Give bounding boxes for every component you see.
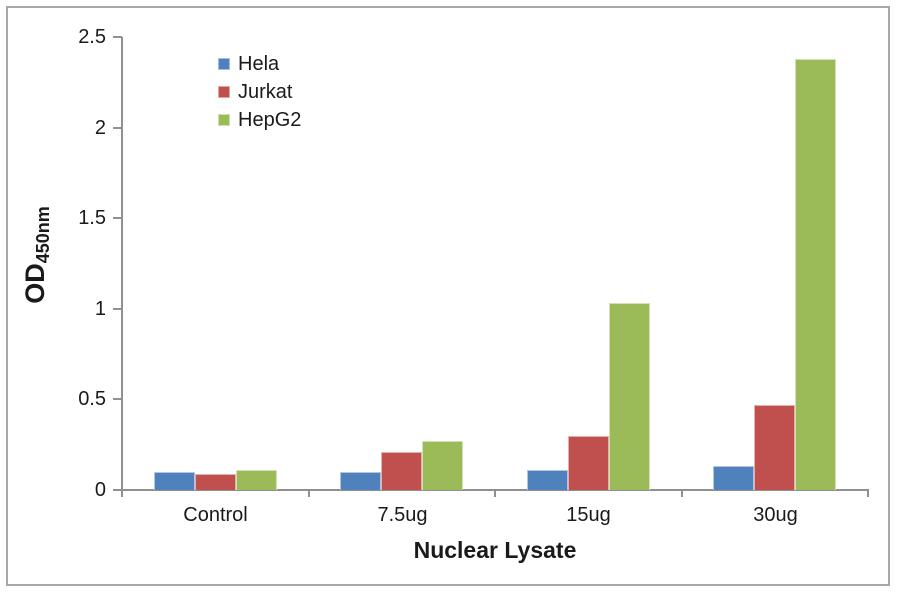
y-axis-tick-label: 2.5 — [78, 26, 106, 48]
chart-frame — [6, 6, 890, 586]
y-axis-tick-label: 1 — [94, 298, 106, 320]
bar-jurkat-30ug — [754, 405, 795, 490]
y-axis-tick — [113, 398, 122, 400]
x-axis-category-label: Control — [183, 504, 248, 526]
legend-item-jurkat: Jurkat — [218, 78, 301, 106]
y-axis-tick-label: 0 — [94, 479, 106, 501]
x-axis-title: Nuclear Lysate — [413, 537, 577, 563]
x-axis-tick — [681, 490, 683, 497]
y-axis-tick — [113, 308, 122, 310]
bar-hepg2-control — [236, 470, 277, 490]
y-axis-tick-label: 2 — [94, 117, 106, 139]
x-axis-tick — [867, 490, 869, 497]
y-axis-tick — [113, 217, 122, 219]
legend-swatch-hepg2 — [218, 114, 230, 126]
legend-swatch-hela — [218, 58, 230, 70]
legend-label-jurkat: Jurkat — [238, 81, 293, 103]
x-axis-category-label: 30ug — [753, 504, 798, 526]
bar-jurkat-7.5ug — [381, 452, 422, 490]
bar-hepg2-30ug — [795, 59, 836, 490]
legend-swatch-jurkat — [218, 86, 230, 98]
legend-label-hepg2: HepG2 — [238, 109, 302, 131]
legend-item-hela: Hela — [218, 50, 301, 78]
y-axis-tick — [113, 127, 122, 129]
y-axis-tick — [113, 489, 122, 491]
x-axis-category-label: 15ug — [566, 504, 611, 526]
y-axis-line — [121, 37, 123, 491]
x-axis-tick — [494, 490, 496, 497]
bar-hela-30ug — [713, 466, 754, 490]
bar-hela-7.5ug — [340, 472, 381, 490]
y-axis-title: OD450nm — [20, 155, 56, 355]
bar-hela-15ug — [527, 470, 568, 490]
y-axis-tick-label: 0.5 — [78, 388, 106, 410]
bar-hepg2-15ug — [609, 303, 650, 490]
bar-jurkat-control — [195, 474, 236, 490]
legend-item-hepg2: HepG2 — [218, 106, 301, 134]
x-axis-tick — [121, 490, 123, 497]
legend: Hela Jurkat HepG2 — [218, 50, 301, 134]
bar-hela-control — [154, 472, 195, 490]
legend-label-hela: Hela — [238, 53, 280, 75]
bar-jurkat-15ug — [568, 436, 609, 490]
x-axis-tick — [308, 490, 310, 497]
y-axis-tick-label: 1.5 — [78, 207, 106, 229]
x-axis-category-label: 7.5ug — [377, 504, 428, 526]
y-axis-tick — [113, 36, 122, 38]
bar-hepg2-7.5ug — [422, 441, 463, 490]
